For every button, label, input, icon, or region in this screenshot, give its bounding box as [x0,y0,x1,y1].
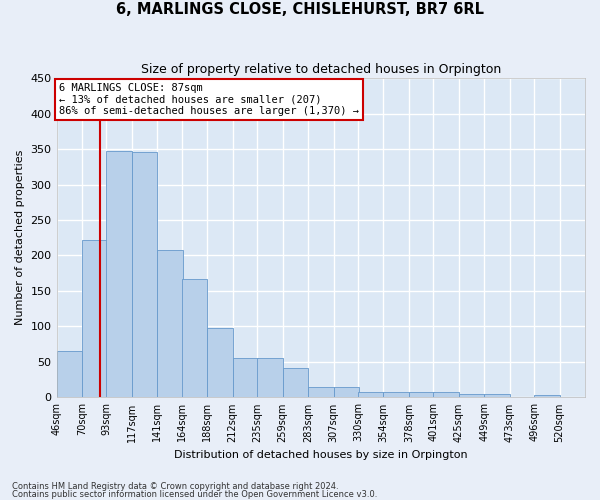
Bar [233,358,258,398]
Bar [157,250,183,398]
Bar [257,358,283,398]
Bar [56,352,82,398]
Text: 6 MARLINGS CLOSE: 87sqm
← 13% of detached houses are smaller (207)
86% of semi-d: 6 MARLINGS CLOSE: 87sqm ← 13% of detache… [59,83,359,116]
Bar [182,279,207,398]
Bar [334,388,359,398]
Text: 6, MARLINGS CLOSE, CHISLEHURST, BR7 6RL: 6, MARLINGS CLOSE, CHISLEHURST, BR7 6RL [116,2,484,18]
Bar [308,388,334,398]
Bar [383,392,409,398]
Bar [283,368,308,398]
Bar [459,394,484,398]
Bar [484,394,509,398]
Title: Size of property relative to detached houses in Orpington: Size of property relative to detached ho… [140,62,501,76]
Text: Contains public sector information licensed under the Open Government Licence v3: Contains public sector information licen… [12,490,377,499]
Bar [132,152,157,398]
Y-axis label: Number of detached properties: Number of detached properties [15,150,25,326]
Text: Contains HM Land Registry data © Crown copyright and database right 2024.: Contains HM Land Registry data © Crown c… [12,482,338,491]
Bar [534,394,560,398]
Bar [358,392,383,398]
Bar [409,392,434,398]
Bar [106,151,132,398]
Bar [433,392,459,398]
Bar [207,328,233,398]
Bar [82,240,107,398]
X-axis label: Distribution of detached houses by size in Orpington: Distribution of detached houses by size … [174,450,467,460]
